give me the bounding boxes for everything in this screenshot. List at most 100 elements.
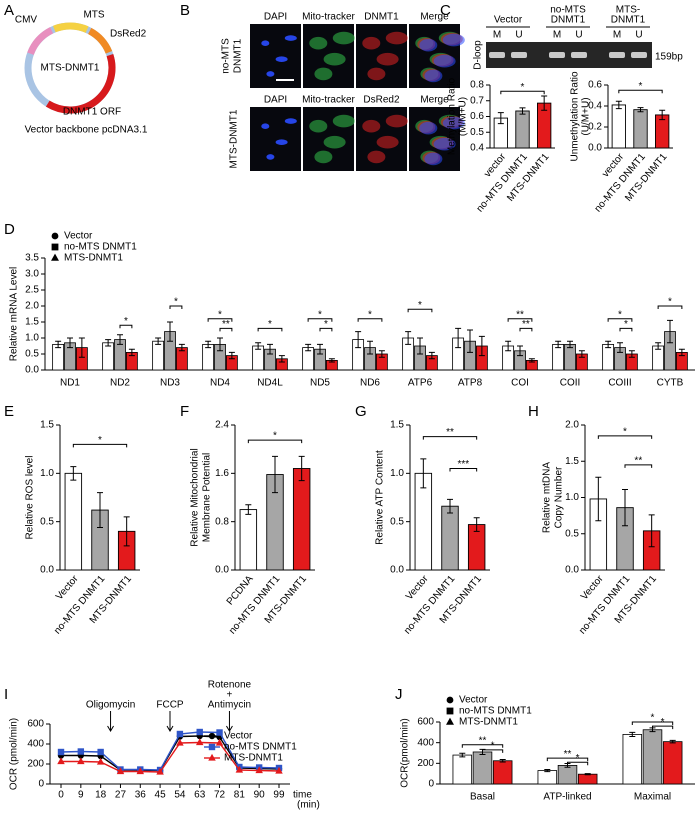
y-tick-label: 1.0 (390, 468, 404, 479)
error-bar (505, 340, 512, 352)
segment-label: MTS (83, 10, 104, 21)
bar (452, 754, 473, 785)
error-bar (255, 342, 262, 350)
error-bar (78, 337, 85, 358)
lane-label: Vector (494, 15, 523, 26)
y-axis-label: Relative mRNA Level (9, 267, 20, 361)
error-bar (605, 340, 612, 349)
bar (633, 109, 648, 149)
significance-label: ** (222, 319, 230, 330)
y-tick-label: 0.0 (40, 565, 54, 576)
y-tick-label: 2.0 (565, 420, 579, 431)
error-bar (622, 489, 628, 527)
significance-bracket (546, 757, 589, 762)
x-tick-label: ND6 (360, 378, 380, 389)
x-tick-label: ND2 (110, 378, 130, 389)
significance-bracket (624, 464, 653, 468)
y-tick-label: 1.0 (565, 492, 579, 503)
gel (486, 42, 652, 68)
lane-label: no-MTS (550, 5, 586, 16)
bar (602, 343, 615, 371)
series-line (61, 735, 280, 772)
legend-label: no-MTS DNMT1 (64, 242, 137, 253)
bar (492, 760, 513, 785)
plasmid-segment (52, 22, 89, 33)
gel-band (489, 52, 505, 58)
cell (385, 31, 408, 45)
bar (64, 472, 83, 571)
bar (202, 343, 215, 371)
panel-letter: J (395, 686, 403, 703)
error-bar (55, 340, 62, 349)
x-tick-label: 63 (194, 790, 206, 801)
y-tick-label: 1.5 (40, 420, 54, 431)
x-tick-label: Maximal (634, 792, 671, 803)
significance-label: ** (634, 456, 642, 467)
bar (537, 770, 558, 785)
error-bar (678, 348, 685, 357)
error-bar (378, 350, 385, 358)
x-tick-label: 45 (155, 790, 167, 801)
x-tick-label: ATP8 (458, 378, 483, 389)
cell (275, 56, 288, 62)
gel-band (631, 52, 647, 58)
gel-band (549, 52, 565, 58)
cell (309, 119, 328, 133)
y-axis-label: (U/M+U) (581, 97, 592, 135)
significance-label: ** (479, 735, 487, 746)
significance-bracket (169, 305, 183, 309)
significance-bracket (219, 327, 233, 332)
error-bar (669, 739, 676, 744)
bar (622, 734, 643, 785)
significance-label: * (368, 309, 372, 320)
error-bar (305, 343, 312, 352)
error-bar (555, 340, 562, 349)
marker (215, 738, 224, 746)
significance-bracket (500, 90, 545, 95)
error-bar (595, 476, 602, 522)
error-bar (528, 358, 535, 363)
significance-bracket (461, 744, 504, 748)
legend-label: Vector (459, 695, 488, 706)
significance-bracket (357, 318, 383, 322)
cell (376, 52, 399, 66)
x-tick-label: 72 (214, 790, 226, 801)
error-bar (473, 517, 480, 532)
y-tick-label: 0.0 (215, 565, 229, 576)
segment-label: DsRed2 (110, 29, 147, 40)
row-label: MTS-DNMT1 (229, 109, 240, 168)
y-axis-label: Relative mtDNA (542, 462, 553, 533)
cell (419, 121, 438, 135)
error-bar (428, 351, 435, 360)
marker (51, 253, 59, 261)
column-label: Merge (420, 95, 449, 106)
y-axis-label: OCR (pmol/min) (9, 718, 20, 790)
y-tick-label: 0.5 (565, 528, 579, 539)
significance-bracket (257, 327, 283, 332)
error-bar (637, 107, 644, 113)
significance-label: * (318, 309, 322, 320)
error-bar (97, 492, 103, 528)
error-bar (178, 343, 185, 352)
significance-bracket (247, 439, 303, 444)
panel-letter: D (4, 221, 15, 238)
cell (332, 31, 355, 45)
bar (564, 343, 576, 371)
cell (442, 116, 465, 130)
significance-label: ** (564, 749, 572, 760)
significance-bracket (482, 749, 504, 753)
marker (216, 729, 223, 736)
panel-letter: B (180, 2, 190, 19)
significance-bracket (567, 761, 589, 766)
significance-bracket (72, 443, 128, 448)
x-tick-label: COI (511, 378, 529, 389)
x-tick-label: 54 (174, 790, 186, 801)
cell (332, 114, 355, 128)
bar (292, 468, 311, 571)
x-tick-label: COII (560, 378, 581, 389)
y-tick-label: 0.5 (25, 349, 39, 360)
y-tick-label: 0.7 (470, 95, 484, 106)
row-label: no-MTS (221, 38, 232, 74)
y-axis-label: Copy Number (554, 466, 565, 528)
